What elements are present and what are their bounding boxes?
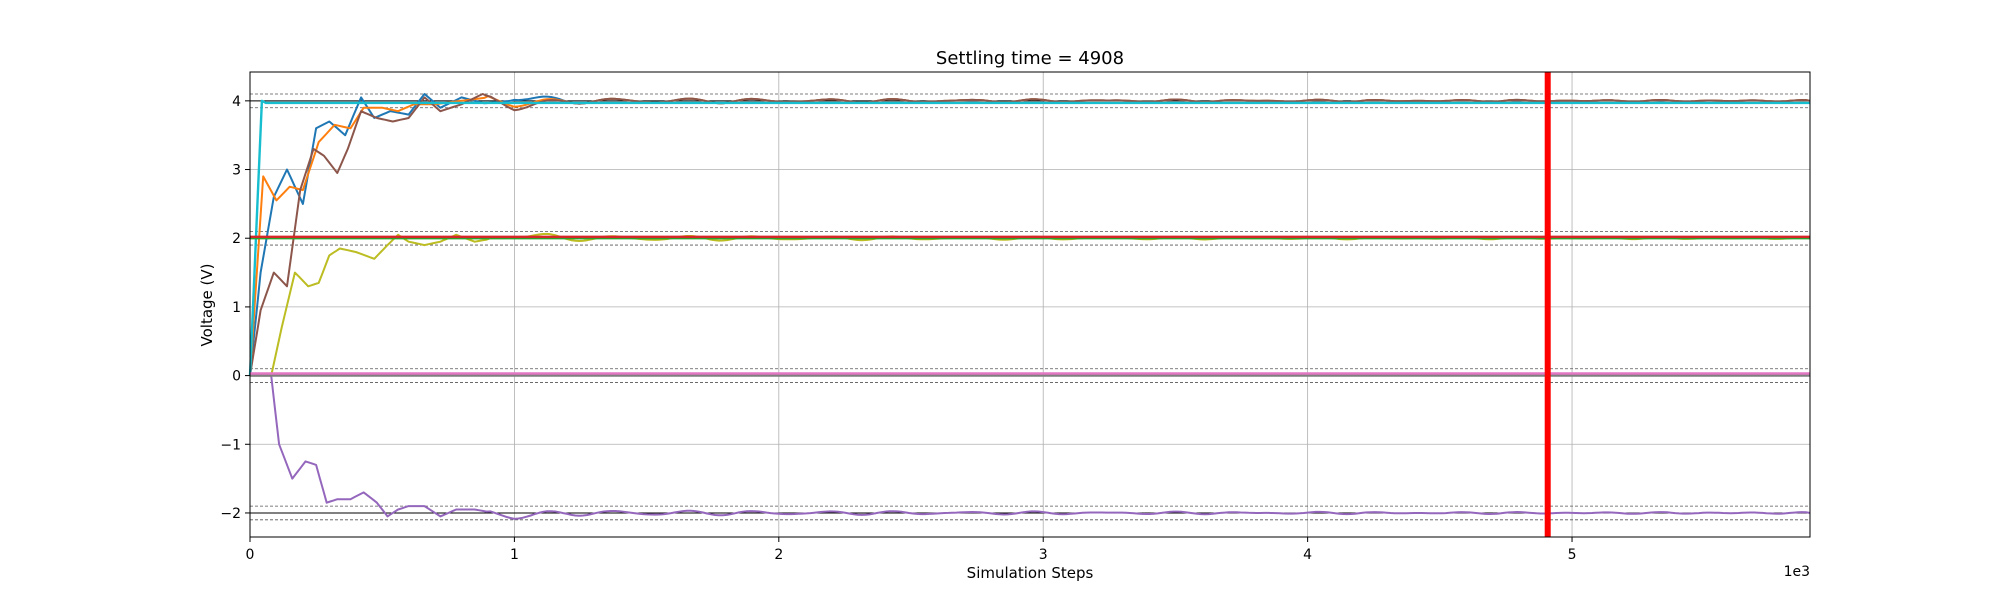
y-tick-label: 1 [232, 300, 241, 316]
plot-frame [249, 71, 1811, 538]
series-line-purple [250, 374, 1811, 520]
x-tick-label: 5 [1568, 547, 1577, 563]
series-line-brown [249, 93, 1811, 376]
chart-title: Settling time = 4908 [936, 48, 1124, 69]
x-tick-label: 1 [510, 547, 519, 563]
y-tick-label: −2 [220, 506, 241, 522]
x-tick-label: 4 [1303, 547, 1312, 563]
y-axis-label: Voltage (V) [198, 264, 216, 347]
series-layer [248, 93, 1811, 520]
tick-layer: 0 1 2 3 4 5 −2 −1 0 1 2 3 4 [220, 94, 1576, 563]
y-tick-label: 4 [232, 94, 241, 110]
y-tick-label: 0 [232, 369, 241, 385]
x-axis-offset-label: 1e3 [1784, 564, 1810, 580]
x-axis-label: Simulation Steps [967, 564, 1094, 582]
y-tick-label: 2 [232, 231, 241, 247]
series-line-olive [250, 232, 1811, 377]
x-tick-label: 0 [246, 547, 255, 563]
grid-layer [249, 72, 1810, 537]
x-tick-label: 2 [774, 547, 783, 563]
y-tick-label: −1 [220, 437, 241, 453]
series-line-blue [249, 93, 1811, 376]
y-tick-label: 3 [232, 163, 241, 179]
x-tick-label: 3 [1039, 547, 1048, 563]
